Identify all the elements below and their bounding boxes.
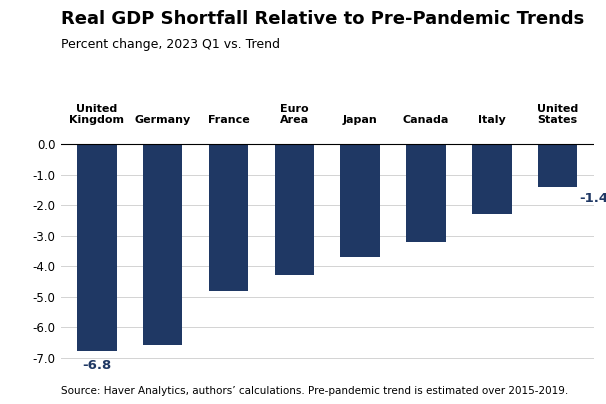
Text: -6.8: -6.8 [82, 359, 112, 372]
Bar [472, 145, 511, 215]
Text: Real GDP Shortfall Relative to Pre-Pandemic Trends: Real GDP Shortfall Relative to Pre-Pande… [61, 10, 584, 28]
Text: Percent change, 2023 Q1 vs. Trend: Percent change, 2023 Q1 vs. Trend [61, 38, 279, 51]
Bar [341, 145, 380, 257]
Bar [538, 145, 578, 187]
Bar [143, 145, 182, 345]
Text: Source: Haver Analytics, authors’ calculations. Pre-pandemic trend is estimated : Source: Haver Analytics, authors’ calcul… [61, 386, 568, 396]
Bar [77, 145, 116, 351]
Bar [406, 145, 446, 242]
Text: -1.4: -1.4 [579, 191, 606, 205]
Bar [208, 145, 248, 290]
Bar [275, 145, 314, 276]
